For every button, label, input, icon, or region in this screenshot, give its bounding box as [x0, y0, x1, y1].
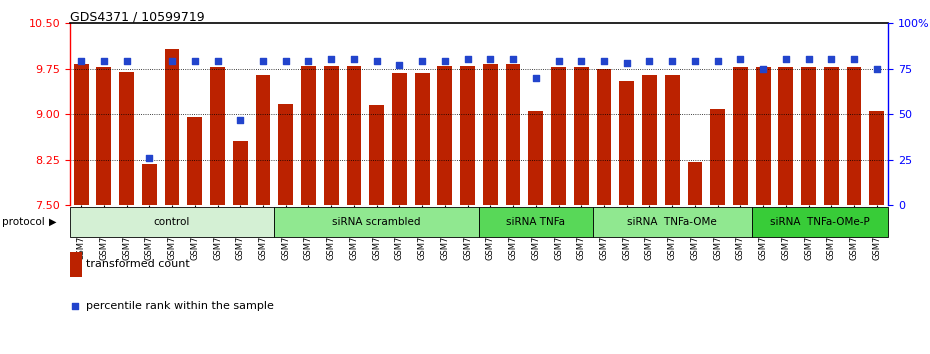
Point: [756, 66, 771, 72]
Point: [778, 57, 793, 62]
Bar: [479, 207, 592, 237]
Point: [551, 58, 566, 64]
Point: [165, 58, 179, 64]
Bar: [756, 67, 770, 205]
Point: [870, 66, 884, 72]
Bar: [324, 65, 339, 205]
Point: [733, 57, 748, 62]
Bar: [187, 117, 202, 205]
Bar: [506, 64, 521, 205]
Bar: [165, 48, 179, 205]
Point: [596, 58, 611, 64]
Text: GDS4371 / 10599719: GDS4371 / 10599719: [70, 11, 205, 24]
Bar: [278, 104, 293, 205]
Bar: [97, 67, 112, 205]
Point: [392, 62, 406, 68]
Point: [437, 58, 452, 64]
Text: transformed count: transformed count: [86, 259, 190, 269]
Point: [711, 58, 725, 64]
Text: siRNA  TNFa-OMe: siRNA TNFa-OMe: [628, 217, 717, 227]
Point: [278, 58, 293, 64]
Bar: [711, 109, 725, 205]
Text: ▶: ▶: [49, 217, 57, 227]
Text: percentile rank within the sample: percentile rank within the sample: [86, 301, 273, 311]
Point: [846, 57, 861, 62]
Point: [232, 117, 247, 122]
Bar: [824, 67, 839, 205]
Bar: [347, 65, 361, 205]
Bar: [301, 65, 316, 205]
Point: [97, 58, 112, 64]
Point: [665, 58, 680, 64]
Bar: [870, 111, 884, 205]
Point: [619, 60, 634, 66]
Point: [687, 58, 702, 64]
Bar: [369, 105, 384, 205]
Bar: [751, 207, 888, 237]
Point: [142, 155, 157, 161]
Bar: [119, 72, 134, 205]
Point: [460, 57, 475, 62]
Text: control: control: [153, 217, 191, 227]
Point: [187, 58, 202, 64]
Point: [801, 57, 816, 62]
Bar: [460, 65, 475, 205]
Point: [68, 303, 83, 309]
Text: siRNA scrambled: siRNA scrambled: [332, 217, 421, 227]
Bar: [437, 65, 452, 205]
Point: [256, 58, 271, 64]
Bar: [551, 67, 565, 205]
Text: siRNA TNFa: siRNA TNFa: [506, 217, 565, 227]
Bar: [619, 81, 634, 205]
Point: [824, 57, 839, 62]
Point: [642, 58, 657, 64]
Bar: [70, 207, 274, 237]
Bar: [596, 69, 611, 205]
Point: [73, 58, 88, 64]
Point: [301, 58, 316, 64]
Point: [119, 58, 134, 64]
Point: [528, 75, 543, 81]
Text: protocol: protocol: [2, 217, 45, 227]
Point: [324, 57, 339, 62]
Bar: [801, 67, 816, 205]
Bar: [642, 75, 657, 205]
Bar: [392, 73, 406, 205]
Point: [415, 58, 430, 64]
Bar: [778, 67, 793, 205]
Point: [369, 58, 384, 64]
Point: [506, 57, 521, 62]
Point: [574, 58, 589, 64]
Bar: [733, 67, 748, 205]
Bar: [846, 67, 861, 205]
Bar: [73, 64, 88, 205]
Bar: [256, 75, 271, 205]
Bar: [274, 207, 479, 237]
Bar: [665, 75, 680, 205]
Text: siRNA  TNFa-OMe-P: siRNA TNFa-OMe-P: [770, 217, 870, 227]
Bar: [232, 141, 247, 205]
Point: [210, 58, 225, 64]
Bar: [528, 111, 543, 205]
Bar: [415, 73, 430, 205]
Bar: [483, 64, 498, 205]
Bar: [687, 161, 702, 205]
Bar: [592, 207, 751, 237]
Point: [483, 57, 498, 62]
Bar: [142, 164, 156, 205]
Point: [347, 57, 362, 62]
Bar: [574, 67, 589, 205]
Bar: [210, 67, 225, 205]
